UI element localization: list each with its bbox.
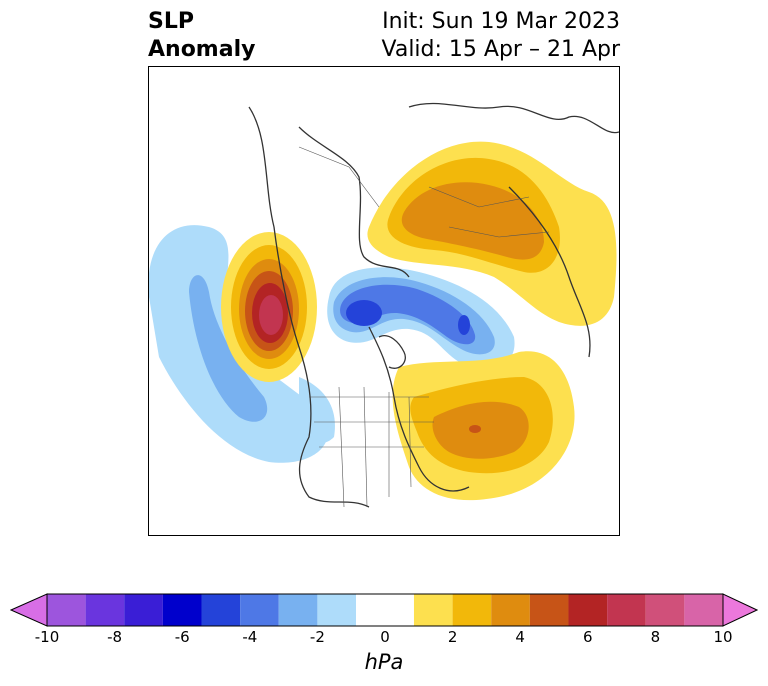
init-date: Init: Sun 19 Mar 2023 bbox=[382, 9, 620, 34]
colorbar-tick-label: -6 bbox=[174, 628, 190, 646]
colorbar-bin bbox=[491, 594, 530, 626]
colorbar-bin bbox=[85, 594, 125, 626]
positive-center-gulf-of-alaska bbox=[221, 232, 317, 382]
colorbar-extend-min bbox=[10, 593, 48, 627]
title-line-1: SLP bbox=[148, 9, 194, 34]
positive-center-siberia bbox=[367, 141, 617, 326]
colorbar-bin bbox=[413, 594, 453, 626]
map-title: SLP Anomaly bbox=[148, 8, 255, 64]
colorbar-tick-label: 8 bbox=[650, 628, 661, 646]
coastlines bbox=[248, 102, 619, 508]
colorbar-tick-label: -4 bbox=[242, 628, 258, 646]
colorbar-tick-label: 6 bbox=[583, 628, 593, 646]
colorbar-bin bbox=[162, 594, 202, 626]
colorbar-tick-label: 10 bbox=[713, 628, 733, 646]
colorbar-boxes bbox=[10, 593, 758, 627]
colorbar-tick-label: -8 bbox=[107, 628, 123, 646]
colorbar bbox=[10, 593, 758, 627]
colorbar-bin bbox=[47, 594, 86, 626]
colorbar-bin bbox=[356, 594, 414, 626]
map-panel bbox=[148, 66, 620, 536]
colorbar-tick-label: 0 bbox=[380, 628, 390, 646]
positive-center-north-atlantic bbox=[392, 351, 575, 501]
colorbar-unit-label: hPa bbox=[364, 650, 404, 674]
colorbar-tick-label: -10 bbox=[34, 628, 60, 646]
negative-center-arctic bbox=[327, 267, 515, 369]
colorbar-bin bbox=[684, 594, 723, 626]
colorbar-bin bbox=[529, 594, 569, 626]
colorbar-bin bbox=[568, 594, 608, 626]
colorbar-bin bbox=[452, 594, 492, 626]
colorbar-bin bbox=[607, 594, 646, 626]
colorbar-bin bbox=[240, 594, 279, 626]
colorbar-tick-label: -2 bbox=[309, 628, 325, 646]
colorbar-tick-label: 2 bbox=[447, 628, 458, 646]
title-line-2: Anomaly bbox=[148, 37, 256, 62]
colorbar-extend-max bbox=[722, 593, 758, 627]
state-borders bbox=[298, 146, 550, 508]
colorbar-bin bbox=[645, 594, 685, 626]
valid-range: Valid: 15 Apr – 21 Apr bbox=[381, 37, 621, 62]
colorbar-bin bbox=[317, 594, 357, 626]
colorbar-bin bbox=[278, 594, 318, 626]
map-svg bbox=[149, 102, 619, 508]
map-subtitle: Init: Sun 19 Mar 2023 Valid: 15 Apr – 21… bbox=[382, 8, 621, 64]
colorbar-tick-label: 4 bbox=[515, 628, 525, 646]
colorbar-bin bbox=[201, 594, 241, 626]
colorbar-border bbox=[46, 593, 724, 627]
colorbar-bin bbox=[124, 594, 163, 626]
